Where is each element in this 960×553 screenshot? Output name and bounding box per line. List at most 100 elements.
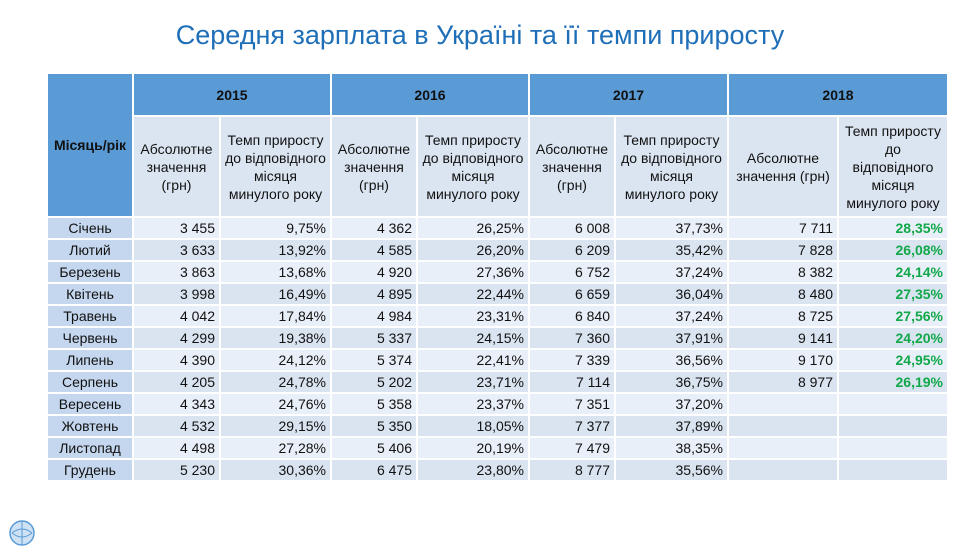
value-cell: 4 984 [330,304,418,328]
column-header: Темп приросту до відповідного місяця мин… [219,115,332,218]
column-header: Абсолютне значення (грн) [727,115,839,218]
value-cell: 4 042 [132,304,221,328]
month-cell: Лютий [46,238,134,262]
value-cell: 5 202 [330,370,418,394]
value-cell: 4 390 [132,348,221,372]
value-cell: 6 209 [528,238,616,262]
value-cell: 24,12% [219,348,332,372]
value-cell: 7 114 [528,370,616,394]
empty-cell [837,414,949,438]
data-row: Вересень 4 343 24,76% 5 358 23,37% 7 351 37,20… [46,392,949,416]
value-cell: 4 205 [132,370,221,394]
value-cell: 37,24% [614,304,729,328]
value-cell: 7 351 [528,392,616,416]
corner-header: Місяць/рік [46,72,134,218]
value-cell: 9 141 [727,326,839,350]
empty-cell [837,392,949,416]
month-cell: Квітень [46,282,134,306]
value-cell: 23,71% [416,370,530,394]
value-cell: 4 498 [132,436,221,460]
value-cell: 26,19% [837,370,949,394]
column-header: Темп приросту до відповідного місяця мин… [837,115,949,218]
value-cell: 3 998 [132,282,221,306]
empty-cell [727,436,839,460]
value-cell: 4 343 [132,392,221,416]
value-cell: 27,28% [219,436,332,460]
value-cell: 27,35% [837,282,949,306]
value-cell: 5 350 [330,414,418,438]
value-cell: 8 480 [727,282,839,306]
value-cell: 20,19% [416,436,530,460]
value-cell: 23,80% [416,458,530,482]
value-cell: 7 479 [528,436,616,460]
value-cell: 24,76% [219,392,332,416]
logo [9,520,35,546]
value-cell: 37,24% [614,260,729,284]
month-cell: Січень [46,216,134,240]
value-cell: 7 711 [727,216,839,240]
table-head: Місяць/рік 2015 2016 2017 2018 Абсолютне знач… [46,72,949,218]
month-cell: Вересень [46,392,134,416]
value-cell: 36,75% [614,370,729,394]
value-cell: 26,08% [837,238,949,262]
title: Середня зарплата в Україні та її темпи п… [175,20,785,50]
year-header: 2017 [528,72,729,117]
month-cell: Серпень [46,370,134,394]
value-cell: 7 377 [528,414,616,438]
data-row: Серпень 4 205 24,78% 5 202 23,71% 7 114 36,75%… [46,370,949,394]
data-row: Лютий 3 633 13,92% 4 585 26,20% 6 209 35,42% 7 … [46,238,949,262]
header-row: Місяць/рік 2015 2016 2017 2018 [46,72,949,218]
table-body: Січень 3 455 9,75% 4 362 26,25% 6 008 37,73% 7 … [46,216,949,482]
value-cell: 4 920 [330,260,418,284]
empty-cell [727,414,839,438]
value-cell: 8 382 [727,260,839,284]
value-cell: 5 406 [330,436,418,460]
value-cell: 24,95% [837,348,949,372]
value-cell: 27,36% [416,260,530,284]
value-cell: 37,91% [614,326,729,350]
empty-cell [727,392,839,416]
value-cell: 27,56% [837,304,949,328]
value-cell: 5 374 [330,348,418,372]
value-cell: 4 532 [132,414,221,438]
month-cell: Листопад [46,436,134,460]
value-cell: 8 777 [528,458,616,482]
value-cell: 5 230 [132,458,221,482]
value-cell: 28,35% [837,216,949,240]
subheader-row: Абсолютне значення (грн) Темп приросту до… [47,115,949,218]
value-cell: 6 659 [528,282,616,306]
value-cell: 24,20% [837,326,949,350]
value-cell: 9 170 [727,348,839,372]
value-cell: 19,38% [219,326,332,350]
value-cell: 5 337 [330,326,418,350]
empty-cell [837,458,949,482]
value-cell: 26,25% [416,216,530,240]
column-header: Темп приросту до відповідного місяця мин… [416,115,530,218]
data-row: Листопад 4 498 27,28% 5 406 20,19% 7 479 38,35… [46,436,949,460]
value-cell: 24,14% [837,260,949,284]
value-cell: 3 633 [132,238,221,262]
value-cell: 22,41% [416,348,530,372]
value-cell: 36,04% [614,282,729,306]
value-cell: 16,49% [219,282,332,306]
value-cell: 17,84% [219,304,332,328]
month-cell: Грудень [46,458,134,482]
value-cell: 35,42% [614,238,729,262]
data-row: Червень 4 299 19,38% 5 337 24,15% 7 360 37,91%… [46,326,949,350]
value-cell: 6 008 [528,216,616,240]
value-cell: 38,35% [614,436,729,460]
month-cell: Липень [46,348,134,372]
month-cell: Червень [46,326,134,350]
value-cell: 3 863 [132,260,221,284]
data-row: Квітень 3 998 16,49% 4 895 22,44% 6 659 36,04%… [46,282,949,306]
value-cell: 24,15% [416,326,530,350]
value-cell: 3 455 [132,216,221,240]
value-cell: 4 895 [330,282,418,306]
value-cell: 23,37% [416,392,530,416]
data-row: Липень 4 390 24,12% 5 374 22,41% 7 339 36,56% 9… [46,348,949,372]
value-cell: 35,56% [614,458,729,482]
value-cell: 4 362 [330,216,418,240]
value-cell: 6 752 [528,260,616,284]
data-row: Жовтень 4 532 29,15% 5 350 18,05% 7 377 37,89% [46,414,949,438]
